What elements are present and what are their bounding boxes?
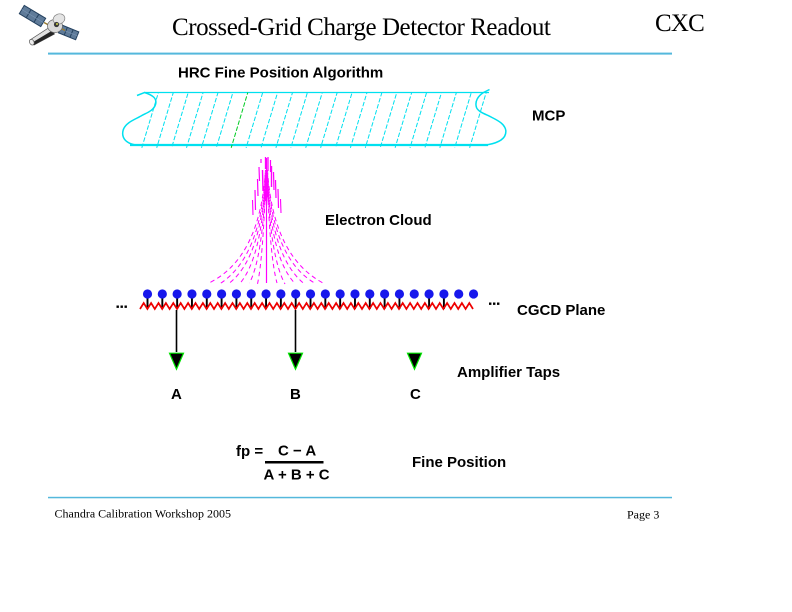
svg-text:CGCD Plane: CGCD Plane — [517, 302, 605, 319]
svg-text:Electron Cloud: Electron Cloud — [325, 212, 432, 229]
svg-text:B: B — [290, 386, 301, 403]
svg-text:Amplifier Taps: Amplifier Taps — [457, 364, 560, 381]
svg-text:Chandra Calibration Workshop 2: Chandra Calibration Workshop 2005 — [55, 506, 231, 520]
svg-text:A + B + C: A + B + C — [264, 467, 330, 484]
svg-text:HRC Fine Position Algorithm: HRC Fine Position Algorithm — [178, 65, 383, 82]
svg-text:CXC: CXC — [655, 10, 704, 37]
svg-text:fp =: fp = — [236, 443, 263, 460]
svg-text:C − A: C − A — [278, 443, 316, 460]
svg-text:A: A — [171, 386, 182, 403]
svg-text:C: C — [410, 386, 421, 403]
svg-text:Page 3: Page 3 — [627, 508, 659, 522]
svg-text:MCP: MCP — [532, 108, 565, 125]
svg-text:Crossed-Grid Charge Detector R: Crossed-Grid Charge Detector Readout — [172, 14, 551, 41]
svg-text:Fine Position: Fine Position — [412, 454, 506, 471]
